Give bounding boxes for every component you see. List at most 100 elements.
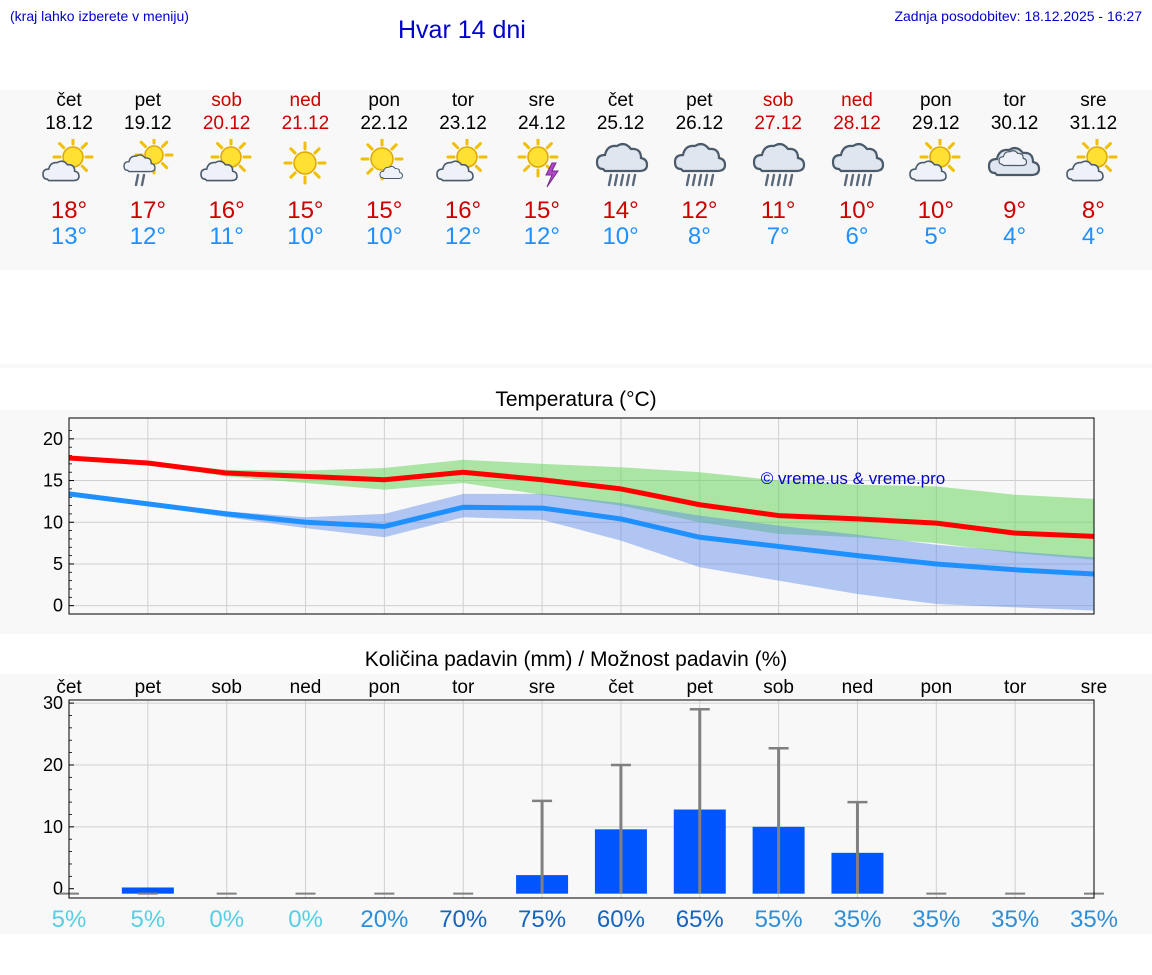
x-tick-label: čet <box>56 677 82 698</box>
max-temperature: 14° <box>602 197 639 224</box>
min-temperature: 7° <box>766 223 790 250</box>
day-column: sre 31.12 8° 4° <box>1053 90 1133 251</box>
max-temperature: 12° <box>681 197 718 224</box>
precipitation-bar <box>121 887 174 894</box>
max-temperature: 11° <box>760 197 796 224</box>
y-tick-label: 0 <box>53 879 63 899</box>
max-temperature: 15° <box>287 197 324 224</box>
day-name: sob <box>211 90 242 111</box>
x-tick-label: pet <box>687 677 714 698</box>
partly-cloudy-icon <box>29 139 109 189</box>
max-temperature: 10° <box>838 197 876 224</box>
day-name: tor <box>451 90 475 111</box>
min-temperature-line <box>68 491 1095 577</box>
min-temperature: 4° <box>1003 223 1027 250</box>
day-date: 31.12 <box>1069 113 1118 134</box>
max-temperature-range <box>69 456 1094 560</box>
day-date: 25.12 <box>596 113 645 134</box>
day-name: ned <box>841 90 873 111</box>
x-tick-label: tor <box>452 677 475 698</box>
day-date: 18.12 <box>45 113 93 134</box>
day-column: čet 18.12 18° 13° <box>29 90 109 251</box>
partly-cloudy-icon <box>896 139 976 189</box>
precipitation-chart-title: Količina padavin (mm) / Možnost padavin … <box>364 648 788 671</box>
mostly-sunny-icon <box>344 139 424 189</box>
daily-forecast-panel: čet 18.12 18° 13° pet 19.12 17° 12° sob … <box>0 90 1152 270</box>
day-name: pon <box>368 90 401 111</box>
precipitation-probability: 75% <box>518 906 566 933</box>
precipitation-probability: 5% <box>52 906 87 933</box>
precipitation-probability: 20% <box>360 906 408 933</box>
day-date: 26.12 <box>675 113 724 134</box>
day-column: pon 22.12 15° 10° <box>344 90 424 251</box>
day-date: 19.12 <box>124 113 172 134</box>
min-temperature: 10° <box>287 223 324 250</box>
location-menu-hint[interactable]: (kraj lahko izberete v meniju) <box>10 8 189 24</box>
precipitation-probability: 70% <box>439 906 487 933</box>
precipitation-probability: 65% <box>676 906 724 933</box>
sunny-icon <box>265 139 345 189</box>
precipitation-probability: 0% <box>288 906 323 933</box>
partly-cloudy-icon <box>187 139 267 189</box>
min-temperature: 10° <box>366 223 403 250</box>
partly-cloudy-icon <box>423 139 503 189</box>
y-tick-label: 15 <box>43 471 63 491</box>
rain-icon <box>581 139 661 189</box>
min-temperature: 12° <box>129 223 166 250</box>
temperature-chart-title: Temperatura (°C) <box>495 388 657 411</box>
max-temperature: 9° <box>1003 197 1027 224</box>
temperature-chart: 0 5 10 15 20 © vreme.us & vreme.pro <box>43 417 1095 616</box>
y-tick-label: 10 <box>43 512 63 532</box>
divider <box>0 364 1152 368</box>
day-name: sre <box>528 90 555 111</box>
day-date: 28.12 <box>833 113 881 134</box>
x-tick-label: sre <box>1081 677 1107 698</box>
watermark: © vreme.us & vreme.pro <box>761 469 945 488</box>
day-column: tor 23.12 16° 12° <box>423 90 503 251</box>
x-tick-label: sob <box>211 677 242 698</box>
max-temperature: 16° <box>208 197 245 224</box>
min-temperature: 6° <box>845 223 869 250</box>
sun-cloud-drizzle-icon <box>108 139 188 189</box>
max-temperature: 17° <box>129 197 166 224</box>
precipitation-probability: 35% <box>1070 906 1118 933</box>
day-column: ned 21.12 15° 10° <box>265 90 345 251</box>
rain-icon <box>659 139 739 189</box>
day-name: sre <box>1080 90 1107 111</box>
min-temperature: 8° <box>687 223 711 250</box>
min-temperature: 11° <box>209 223 244 250</box>
day-date: 22.12 <box>360 113 408 134</box>
min-temperature: 10° <box>602 223 639 250</box>
partly-cloudy-icon <box>1053 139 1133 189</box>
max-temperature: 16° <box>444 197 482 224</box>
day-date: 21.12 <box>281 113 330 134</box>
day-name: pet <box>686 90 713 111</box>
x-tick-label: pet <box>135 677 162 698</box>
y-tick-label: 20 <box>43 429 63 449</box>
max-temperature: 15° <box>366 197 403 224</box>
min-temperature: 5° <box>924 223 948 250</box>
day-column: pet 19.12 17° 12° <box>108 90 188 251</box>
max-temperature: 15° <box>523 197 560 224</box>
x-tick-label: tor <box>1004 677 1027 698</box>
day-name: tor <box>1003 90 1026 111</box>
day-date: 27.12 <box>754 113 802 134</box>
min-temperature: 12° <box>523 223 560 250</box>
day-column: čet 25.12 14° 10° <box>581 90 661 251</box>
page-title: Hvar 14 dni <box>398 16 526 44</box>
precipitation-probability: 35% <box>912 906 960 933</box>
day-column: sob 20.12 16° 11° <box>187 90 267 251</box>
y-tick-label: 30 <box>43 693 63 713</box>
day-date: 24.12 <box>518 113 566 134</box>
precipitation-probability: 35% <box>991 906 1039 933</box>
day-name: sob <box>762 90 794 111</box>
max-temperature: 8° <box>1081 197 1105 224</box>
day-column: pon 29.12 10° 5° <box>896 90 976 251</box>
day-column: sre 24.12 15° 12° <box>502 90 582 251</box>
x-tick-label: sre <box>529 677 555 698</box>
plot-frame <box>68 699 1095 899</box>
y-tick-label: 20 <box>43 755 63 775</box>
y-tick-label: 0 <box>53 596 63 616</box>
day-name: čet <box>56 90 82 111</box>
day-name: pon <box>919 90 952 111</box>
